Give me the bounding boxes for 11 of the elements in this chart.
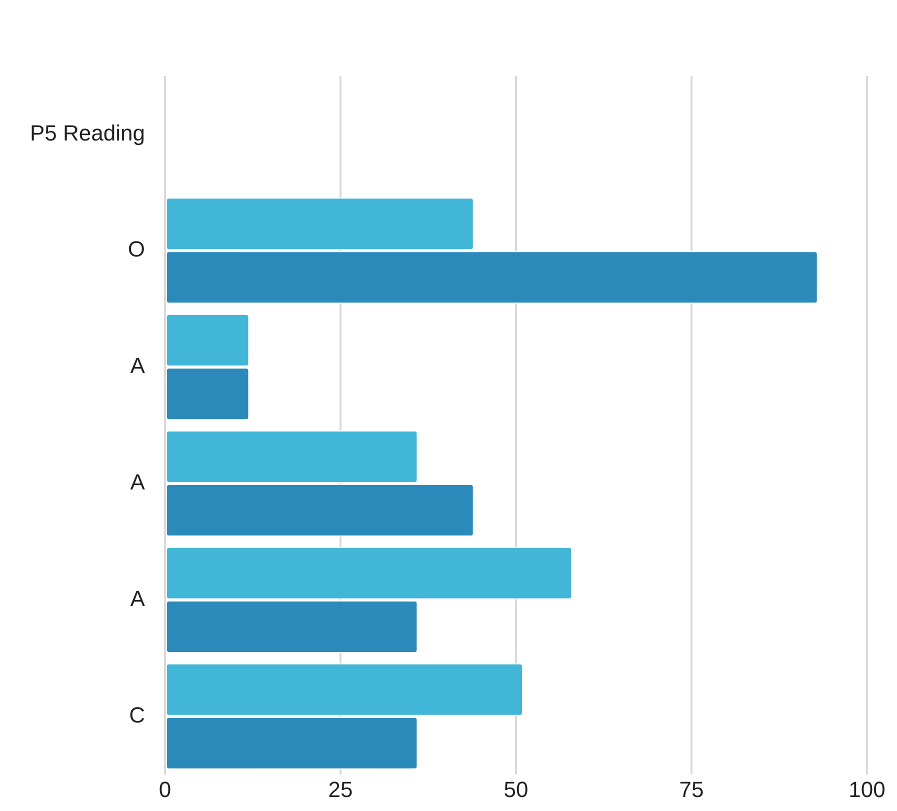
y-tick-label: P5 Reading — [30, 120, 145, 146]
y-tick-label: C — [129, 702, 146, 728]
y-tick-label: O — [128, 236, 145, 262]
x-tick-label: 0 — [158, 776, 172, 802]
x-tick-label: 100 — [848, 776, 886, 802]
x-tick-label: 50 — [504, 776, 528, 802]
x-tick-label: 75 — [679, 776, 704, 802]
y-tick-label: A — [130, 353, 146, 378]
y-tick-label: A — [130, 586, 146, 612]
x-tick-label: 25 — [328, 776, 353, 802]
y-tick-label: A — [130, 470, 146, 495]
